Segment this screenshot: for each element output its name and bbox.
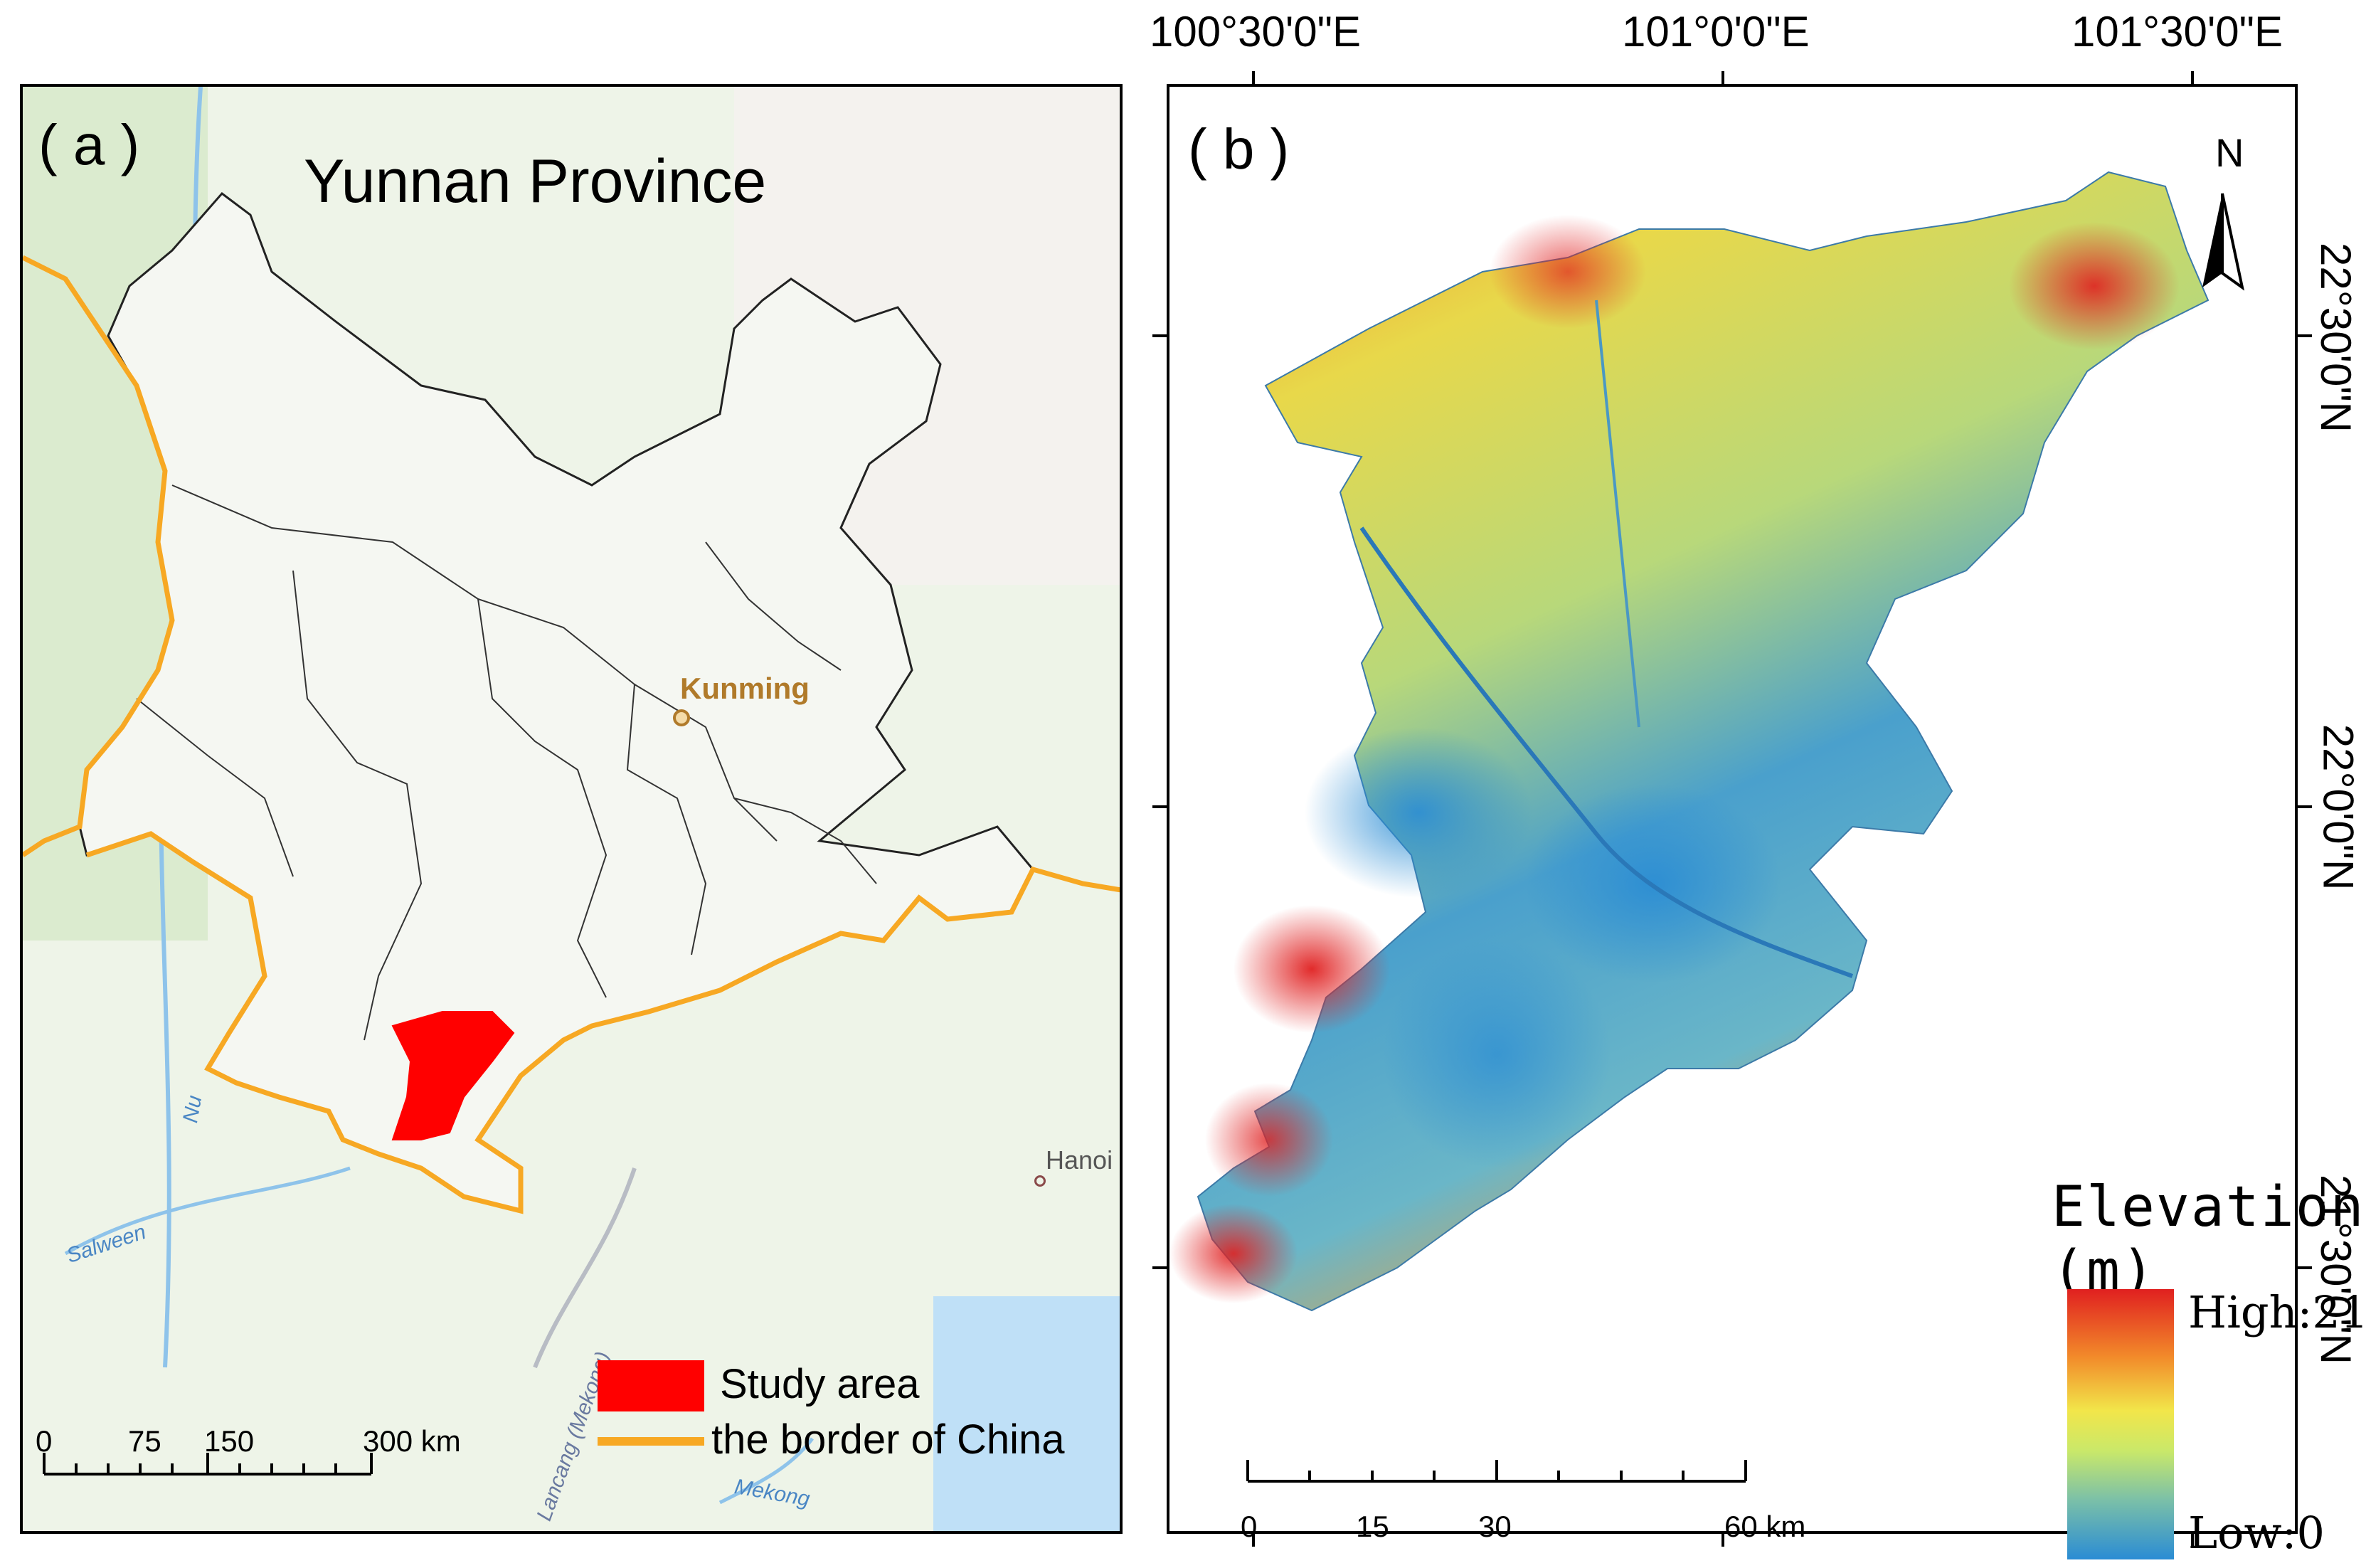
tick-top-2: [1722, 71, 1724, 87]
panel-b-label: ( b ): [1188, 117, 1290, 181]
study-area-shape: [391, 1011, 515, 1140]
elevation-color-ramp: [2067, 1289, 2174, 1559]
legend-study-area-swatch: [598, 1360, 704, 1411]
tick-top-3: [2191, 71, 2194, 87]
tick-bottom-3: [2191, 1531, 2194, 1547]
north-label: N: [2215, 130, 2244, 175]
elevation-high-label: High:2167: [2188, 1286, 2366, 1338]
tick-bottom-2: [1722, 1531, 1724, 1547]
hanoi-marker-icon[interactable]: [1034, 1175, 1046, 1187]
map-panel-b[interactable]: ( b ) N Elevation (m) High:2167 Low:0 0 …: [1167, 84, 2366, 1559]
tick-bottom-1: [1252, 1531, 1255, 1547]
coord-top-3: 101°30'0"E: [2071, 8, 2283, 55]
scale-b-tick-15: 15: [1356, 1510, 1389, 1543]
tick-right-3: [2296, 1266, 2312, 1269]
scale-tick-0: 0: [36, 1424, 53, 1458]
tick-left-3: [1152, 1266, 1168, 1269]
elevation-legend-title: Elevation (m): [2052, 1175, 2365, 1303]
north-arrow-icon: [2202, 193, 2245, 291]
panel-a-label: ( a ): [38, 113, 140, 176]
elevation-low-label: Low:0: [2188, 1507, 2325, 1559]
tick-left-1: [1152, 334, 1168, 337]
coord-right-1: 22°30'0"N: [2311, 243, 2360, 433]
legend-border-label: the border of China: [711, 1416, 1065, 1463]
tick-top-1: [1252, 71, 1255, 87]
map-title: Yunnan Province: [304, 147, 767, 216]
scale-tick-75: 75: [128, 1424, 161, 1458]
elevation-map: [1169, 171, 2245, 1483]
place-label-hanoi: Hanoi: [1046, 1145, 1113, 1175]
map-panel-a[interactable]: ( a ) Yunnan Province Kunming Hanoi Nu S…: [20, 84, 1123, 1534]
kunming-marker-icon[interactable]: [673, 709, 690, 726]
scale-b-tick-30: 30: [1478, 1510, 1512, 1543]
scale-b-tick-0: 0: [1241, 1510, 1258, 1543]
yunnan-basemap: [23, 87, 1120, 1531]
coord-top-2: 101°0'0"E: [1622, 8, 1810, 55]
river-label-nu: Nu: [179, 1093, 207, 1125]
scale-tick-150: 150: [204, 1424, 255, 1458]
tick-right-2: [2296, 805, 2312, 808]
place-label-kunming: Kunming: [680, 672, 810, 705]
scale-b-tick-60: 60 km: [1724, 1510, 1806, 1543]
scale-tick-300: 300 km: [363, 1424, 461, 1458]
tick-right-1: [2296, 334, 2312, 337]
tick-left-2: [1152, 805, 1168, 808]
legend-study-area-label: Study area: [720, 1361, 920, 1407]
legend-border-line: [598, 1437, 704, 1446]
coord-right-2: 22°0'0"N: [2314, 724, 2362, 891]
coord-top-1: 100°30'0"E: [1150, 8, 1361, 55]
